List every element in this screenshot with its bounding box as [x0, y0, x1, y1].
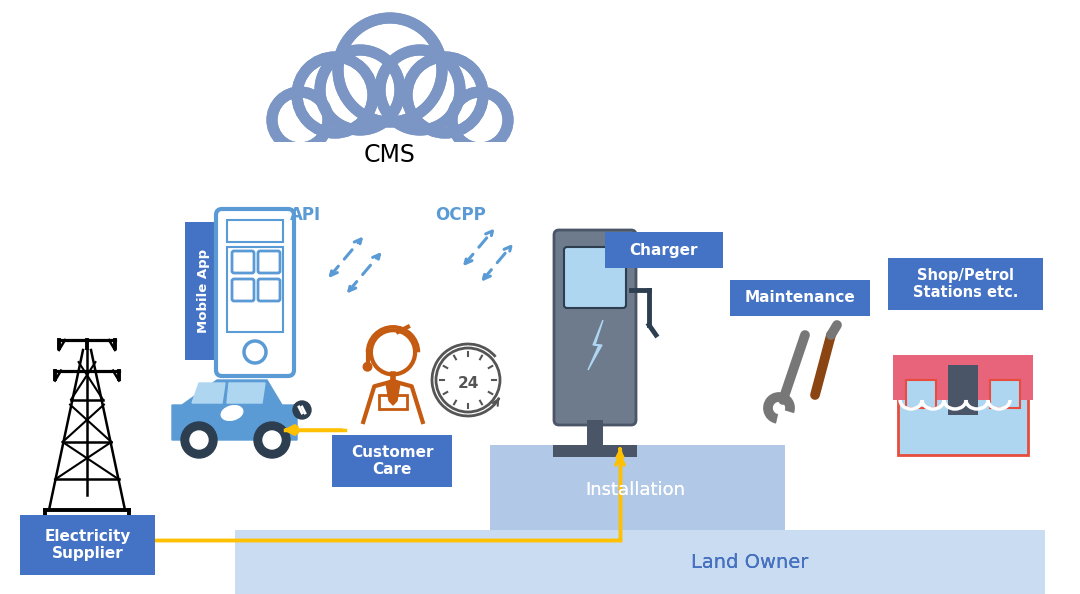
Circle shape: [324, 54, 396, 126]
Circle shape: [320, 50, 400, 130]
Text: Mobile App: Mobile App: [197, 249, 210, 333]
Text: Maintenance: Maintenance: [744, 290, 855, 305]
Circle shape: [363, 362, 372, 371]
FancyBboxPatch shape: [258, 251, 280, 273]
Text: Electricity
Supplier: Electricity Supplier: [44, 529, 131, 561]
FancyBboxPatch shape: [235, 530, 1045, 594]
FancyBboxPatch shape: [21, 515, 156, 575]
Circle shape: [190, 431, 208, 449]
Polygon shape: [192, 383, 225, 403]
FancyBboxPatch shape: [897, 365, 1028, 455]
Text: Land Owner: Land Owner: [691, 552, 809, 571]
Circle shape: [342, 22, 438, 118]
Circle shape: [338, 18, 442, 122]
FancyBboxPatch shape: [888, 258, 1043, 310]
FancyBboxPatch shape: [990, 380, 1020, 408]
FancyBboxPatch shape: [21, 515, 156, 575]
Circle shape: [301, 61, 369, 129]
Circle shape: [244, 341, 266, 363]
FancyBboxPatch shape: [948, 365, 978, 415]
FancyBboxPatch shape: [227, 220, 283, 242]
Text: API: API: [289, 206, 321, 224]
Circle shape: [272, 92, 328, 148]
FancyBboxPatch shape: [588, 420, 603, 445]
FancyBboxPatch shape: [270, 120, 510, 160]
FancyBboxPatch shape: [232, 251, 254, 273]
FancyBboxPatch shape: [258, 279, 280, 301]
Circle shape: [272, 92, 328, 148]
Text: Electricity
Supplier: Electricity Supplier: [44, 529, 131, 561]
Text: Installation: Installation: [585, 481, 685, 499]
FancyBboxPatch shape: [730, 280, 870, 316]
FancyBboxPatch shape: [553, 445, 637, 457]
Circle shape: [264, 431, 281, 449]
Circle shape: [407, 57, 483, 133]
Text: Installation: Installation: [585, 481, 685, 499]
FancyBboxPatch shape: [332, 435, 453, 487]
FancyBboxPatch shape: [906, 380, 936, 408]
Text: OCPP: OCPP: [434, 206, 485, 224]
Circle shape: [297, 57, 373, 133]
FancyBboxPatch shape: [490, 445, 785, 530]
Circle shape: [320, 50, 400, 130]
FancyBboxPatch shape: [893, 355, 1032, 400]
Circle shape: [407, 57, 483, 133]
Text: 24: 24: [457, 377, 478, 391]
Circle shape: [254, 422, 291, 458]
Circle shape: [411, 61, 480, 129]
Text: Shop/Petrol
Stations etc.: Shop/Petrol Stations etc.: [913, 268, 1018, 300]
Circle shape: [456, 96, 504, 144]
Circle shape: [384, 54, 456, 126]
Circle shape: [380, 50, 460, 130]
FancyBboxPatch shape: [227, 247, 283, 332]
Text: Charger: Charger: [630, 242, 699, 258]
Polygon shape: [227, 383, 265, 403]
Circle shape: [181, 422, 217, 458]
FancyBboxPatch shape: [564, 247, 626, 308]
Polygon shape: [588, 320, 603, 370]
Circle shape: [293, 401, 311, 419]
Circle shape: [436, 348, 500, 412]
Ellipse shape: [221, 406, 243, 421]
FancyBboxPatch shape: [232, 279, 254, 301]
Circle shape: [297, 57, 373, 133]
FancyBboxPatch shape: [605, 232, 723, 268]
Circle shape: [338, 18, 442, 122]
Text: Customer
Care: Customer Care: [351, 445, 433, 477]
FancyBboxPatch shape: [554, 230, 636, 425]
Circle shape: [276, 96, 324, 144]
Polygon shape: [172, 380, 297, 440]
Polygon shape: [386, 378, 400, 405]
Circle shape: [453, 92, 508, 148]
Circle shape: [453, 92, 508, 148]
FancyBboxPatch shape: [265, 142, 515, 192]
Text: Land Owner: Land Owner: [691, 552, 809, 571]
Circle shape: [380, 50, 460, 130]
FancyBboxPatch shape: [185, 222, 221, 360]
Text: CMS: CMS: [364, 143, 416, 167]
FancyBboxPatch shape: [216, 209, 294, 376]
